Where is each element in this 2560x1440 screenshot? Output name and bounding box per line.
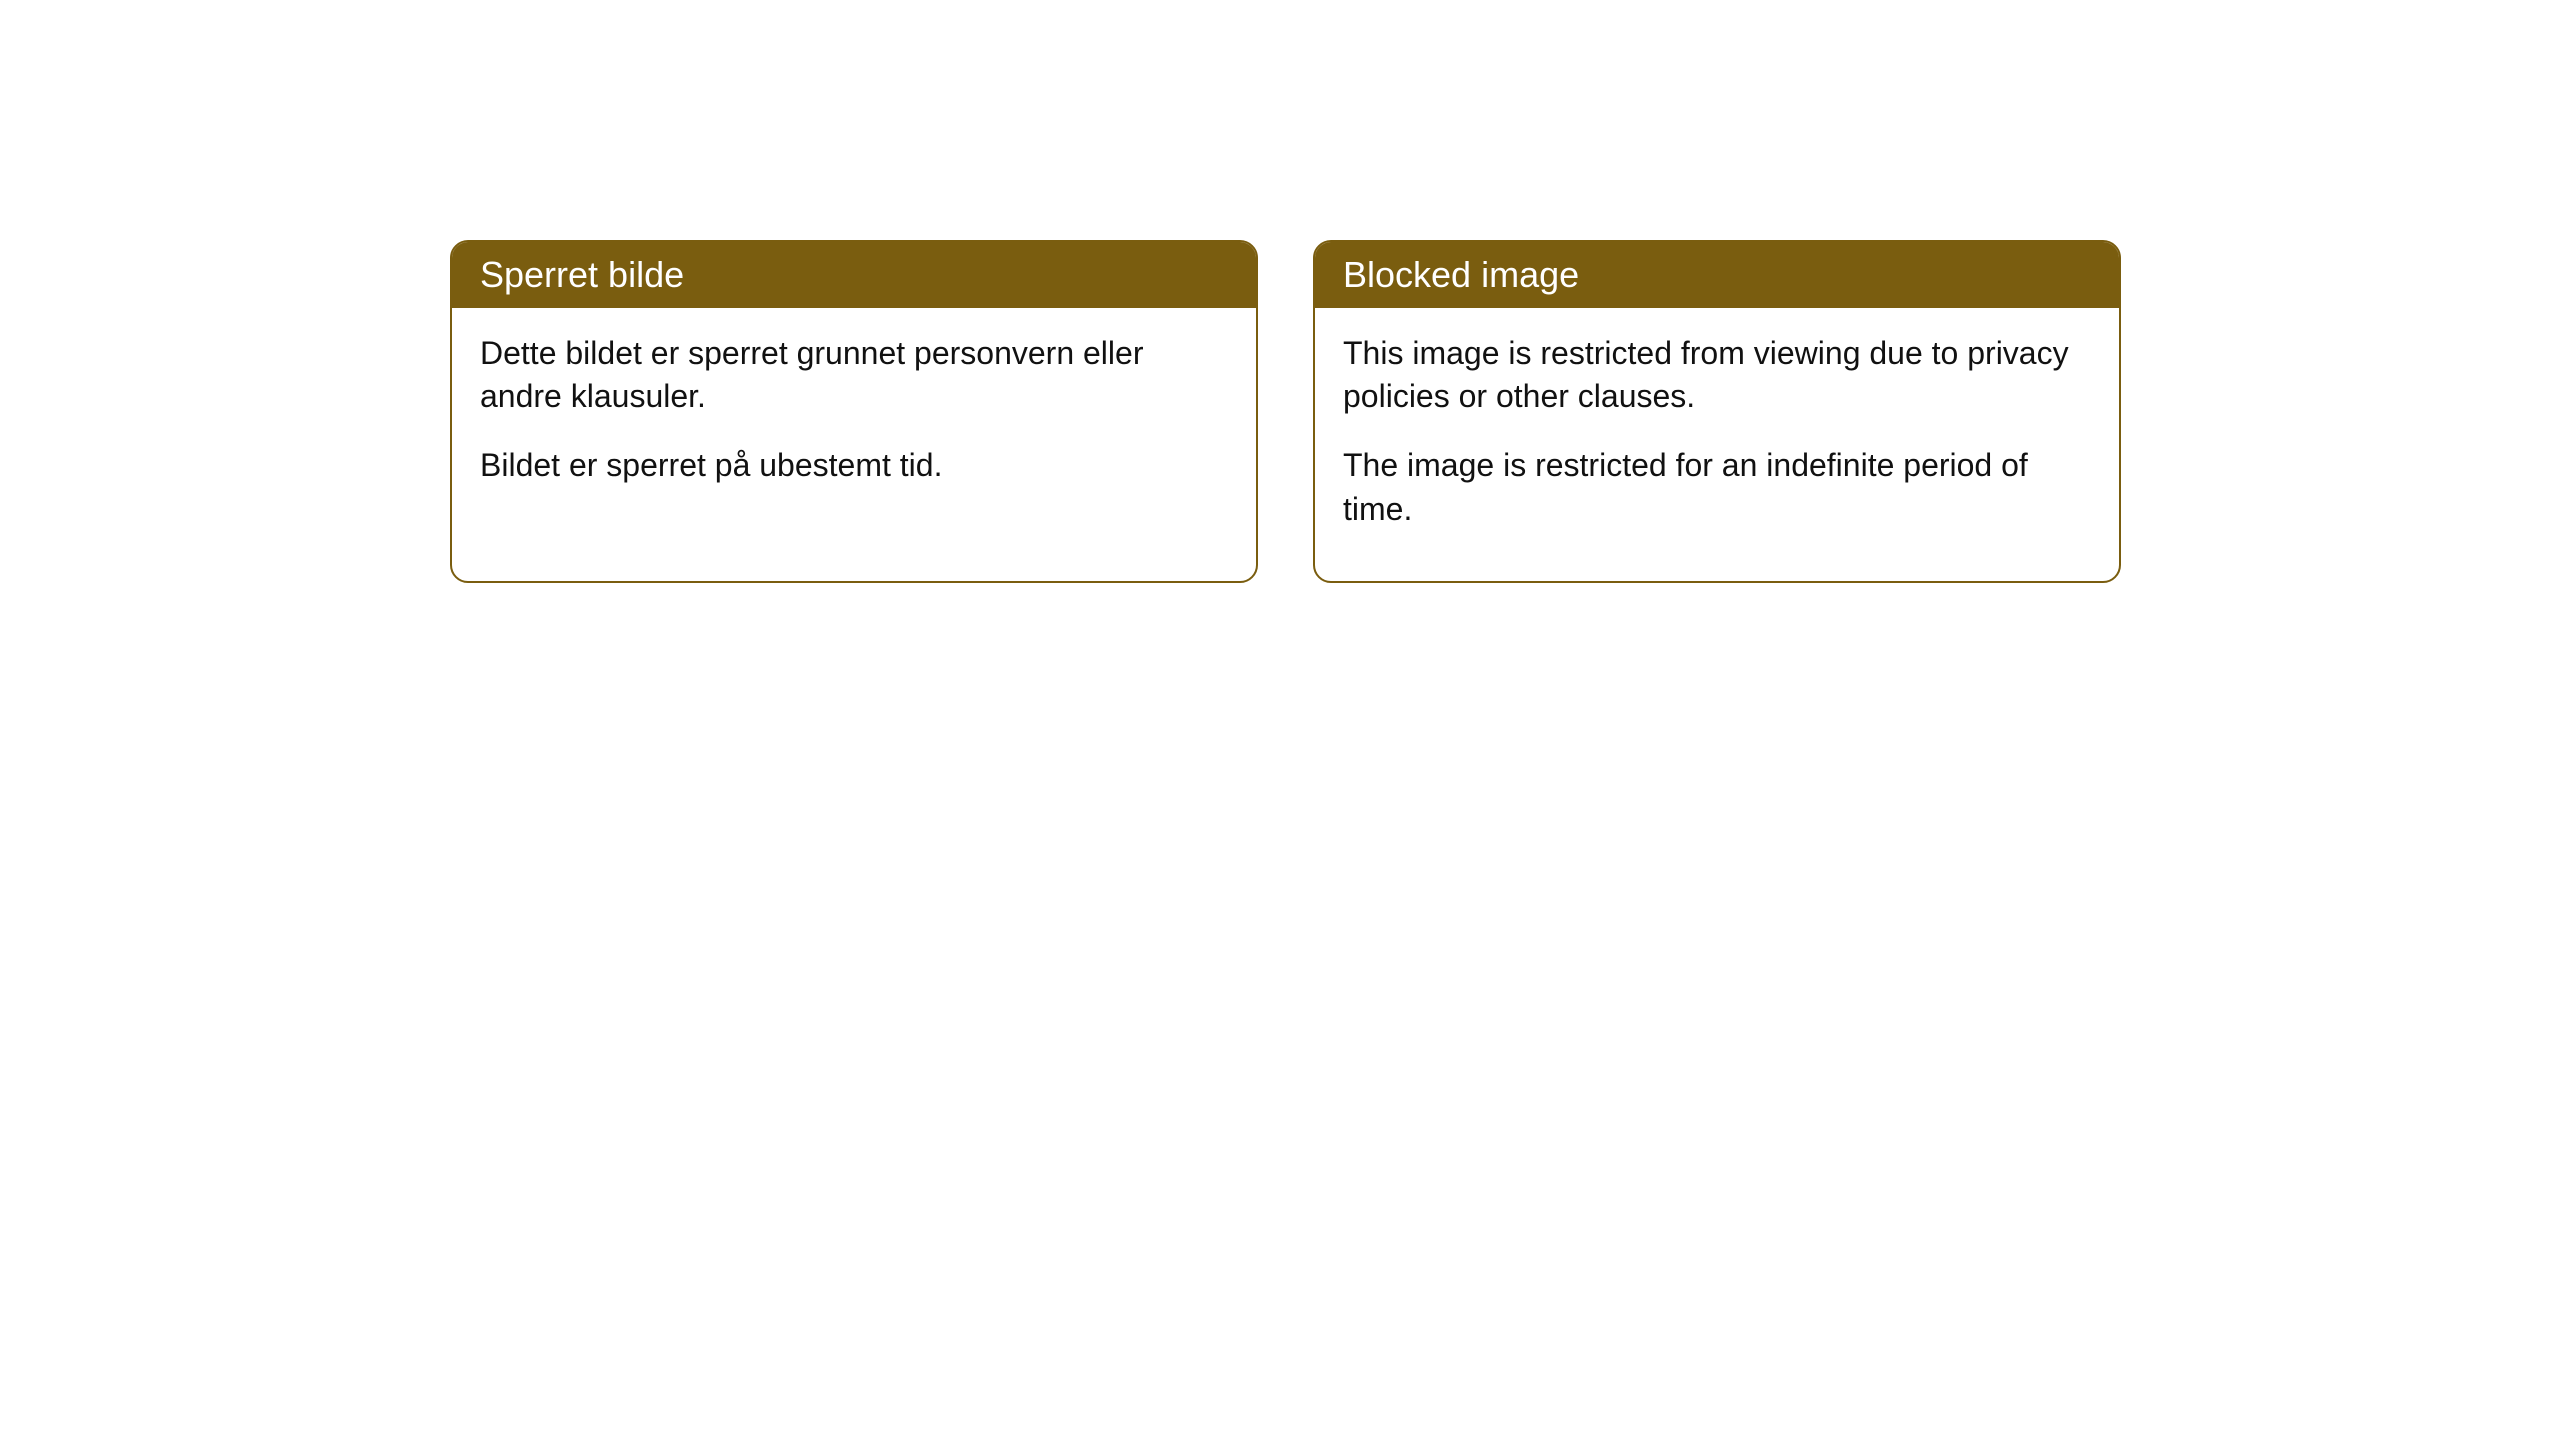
card-paragraph-1-norwegian: Dette bildet er sperret grunnet personve… [480, 332, 1228, 418]
notice-card-norwegian: Sperret bilde Dette bildet er sperret gr… [450, 240, 1258, 583]
card-paragraph-2-norwegian: Bildet er sperret på ubestemt tid. [480, 444, 1228, 487]
card-title-english: Blocked image [1343, 254, 1579, 295]
card-header-norwegian: Sperret bilde [452, 242, 1256, 308]
notice-cards-container: Sperret bilde Dette bildet er sperret gr… [450, 240, 2560, 583]
card-body-norwegian: Dette bildet er sperret grunnet personve… [452, 308, 1256, 538]
card-title-norwegian: Sperret bilde [480, 254, 684, 295]
card-paragraph-2-english: The image is restricted for an indefinit… [1343, 444, 2091, 530]
card-paragraph-1-english: This image is restricted from viewing du… [1343, 332, 2091, 418]
card-header-english: Blocked image [1315, 242, 2119, 308]
card-body-english: This image is restricted from viewing du… [1315, 308, 2119, 581]
notice-card-english: Blocked image This image is restricted f… [1313, 240, 2121, 583]
